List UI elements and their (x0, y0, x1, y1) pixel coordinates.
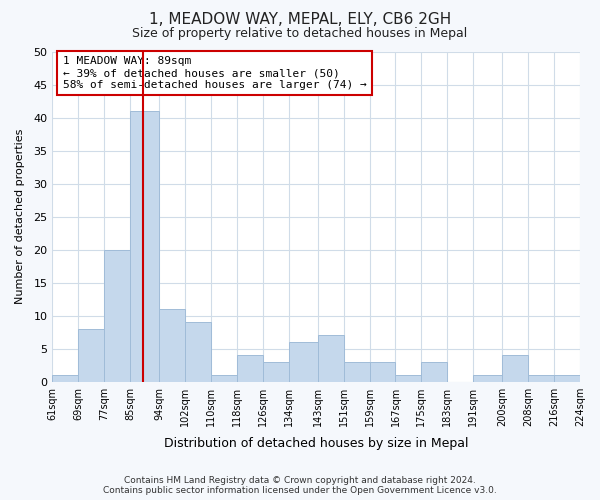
Bar (130, 111, 159, 382)
Text: Size of property relative to detached houses in Mepal: Size of property relative to detached ho… (133, 28, 467, 40)
Bar (237, 355, 263, 382)
Bar (52, 375, 78, 382)
Text: Contains HM Land Registry data © Crown copyright and database right 2024.
Contai: Contains HM Land Registry data © Crown c… (103, 476, 497, 495)
X-axis label: Distribution of detached houses by size in Mepal: Distribution of detached houses by size … (164, 437, 469, 450)
Bar (502, 355, 528, 382)
Text: 1 MEADOW WAY: 89sqm
← 39% of detached houses are smaller (50)
58% of semi-detach: 1 MEADOW WAY: 89sqm ← 39% of detached ho… (63, 56, 367, 90)
Text: 1, MEADOW WAY, MEPAL, ELY, CB6 2GH: 1, MEADOW WAY, MEPAL, ELY, CB6 2GH (149, 12, 451, 28)
Bar (263, 362, 289, 382)
Bar (289, 342, 318, 382)
Bar (395, 375, 421, 382)
Bar (473, 375, 502, 382)
Bar (159, 309, 185, 382)
Y-axis label: Number of detached properties: Number of detached properties (15, 129, 25, 304)
Bar (104, 250, 130, 382)
Bar (528, 375, 554, 382)
Bar (78, 329, 104, 382)
Bar (421, 362, 447, 382)
Bar (554, 375, 580, 382)
Bar (211, 375, 237, 382)
Bar (344, 362, 370, 382)
Bar (185, 322, 211, 382)
Bar (370, 362, 395, 382)
Bar (318, 336, 344, 382)
